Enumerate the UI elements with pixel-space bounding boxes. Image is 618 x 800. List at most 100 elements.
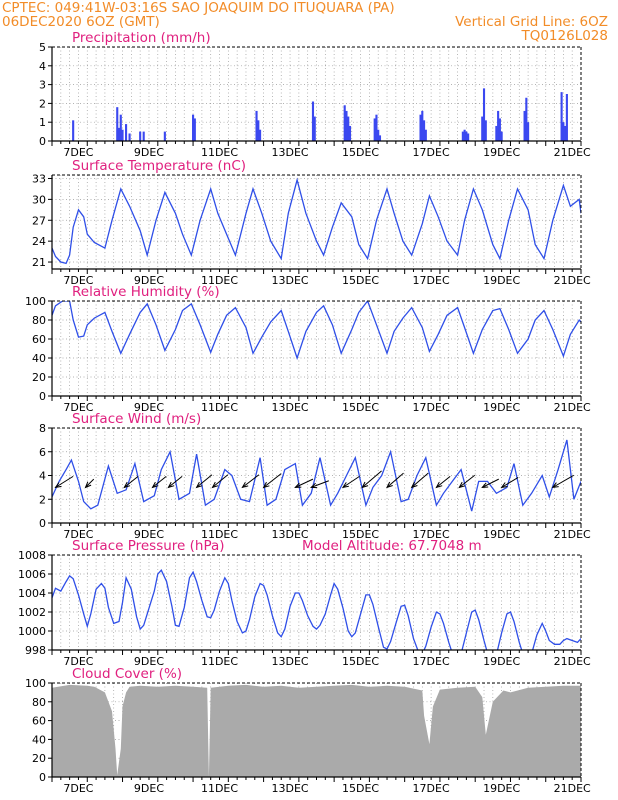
y-tick-label: 60 [32, 715, 46, 728]
wind-vector [482, 478, 499, 488]
x-tick-label: 17DEC [413, 528, 450, 541]
y-tick-label: 998 [25, 644, 46, 657]
x-tick-label: 9DEC [134, 146, 164, 159]
y-tick-label: 40 [32, 733, 46, 746]
precip-bar [378, 135, 382, 141]
y-tick-label: 100 [25, 677, 46, 690]
wind-vector-head [500, 482, 508, 489]
x-tick-label: 21DEC [554, 655, 591, 668]
y-tick-label: 0 [39, 135, 46, 148]
precip-bar [562, 122, 565, 141]
precip-bar [525, 97, 528, 141]
y-tick-label: 6 [39, 446, 46, 459]
x-tick-label: 19DEC [483, 146, 520, 159]
x-tick-label: 7DEC [63, 274, 93, 287]
x-tick-label: 13DEC [271, 274, 308, 287]
precip-bar [377, 129, 380, 141]
header-run-time: 06DEC2020 6OZ (GMT) [2, 14, 160, 30]
wind-vector [152, 475, 167, 488]
y-tick-label: 40 [32, 352, 46, 365]
wind-vector-head [410, 481, 418, 489]
x-tick-label: 11DEC [201, 528, 238, 541]
precip-bar [255, 110, 258, 141]
x-tick-label: 21DEC [554, 146, 591, 159]
precip-bar [523, 110, 526, 141]
wind-vector [212, 474, 229, 488]
precip-bar [125, 124, 128, 141]
precip-bar [116, 107, 119, 141]
y-tick-label: 1006 [18, 568, 46, 581]
precip-bar [419, 114, 422, 141]
wind-vector [501, 477, 519, 488]
precip-bar [121, 129, 124, 141]
y-tick-label: 0 [39, 517, 46, 530]
x-tick-label: 15DEC [342, 655, 379, 668]
wind-vector-head [361, 481, 369, 489]
series-line-wind [52, 439, 581, 512]
precip-bar [117, 127, 121, 141]
x-tick-label: 9DEC [134, 655, 164, 668]
panel-temperature: 21 24 27 30 33 7DEC 9DEC 11DEC 13DEC 15DEC 17DEC 19… [32, 158, 591, 287]
wind-vector-head [241, 481, 249, 489]
x-tick-label: 13DEC [271, 146, 308, 159]
header-model-id: TQ0126L028 [520, 28, 608, 44]
y-tick-label: 0 [39, 390, 46, 403]
header-grid-line-note: Vertical Grid Line: 6OZ [455, 14, 608, 30]
x-tick-label: 7DEC [63, 782, 93, 795]
x-tick-label: 21DEC [554, 782, 591, 795]
precip-bar [481, 116, 484, 141]
x-tick-label: 7DEC [63, 401, 93, 414]
y-tick-label: 4 [39, 60, 46, 73]
x-tick-label: 7DEC [63, 655, 93, 668]
panel-title-wind: Surface Wind (m/s) [72, 411, 201, 427]
wind-vector [196, 474, 213, 488]
x-tick-label: 13DEC [271, 782, 308, 795]
x-tick-label: 11DEC [201, 274, 238, 287]
wind-vector [411, 472, 429, 488]
wind-vector [85, 478, 95, 488]
wind-vector-head [309, 482, 318, 489]
panel-pressure: 998 1000 1002 1004 1006 1008 7DEC 9DEC 11DEC 13DE… [18, 538, 591, 668]
precip-bar [424, 129, 427, 141]
y-tick-label: 60 [32, 333, 46, 346]
y-tick-label: 30 [32, 193, 46, 206]
y-tick-label: 100 [25, 295, 46, 308]
wind-vector [123, 475, 139, 488]
precip-bar [482, 88, 486, 141]
precip-bar [139, 131, 142, 141]
x-tick-label: 13DEC [271, 655, 308, 668]
wind-vector-head [84, 481, 92, 489]
wind-vector-head [195, 481, 203, 489]
wind-vector [459, 474, 476, 488]
wind-vector [342, 475, 360, 488]
wind-vector-head [341, 482, 349, 489]
y-tick-label: 2 [39, 97, 46, 110]
precip-bar [423, 120, 426, 141]
x-tick-label: 17DEC [413, 146, 450, 159]
precip-bar [345, 110, 348, 141]
precip-bar [347, 116, 350, 141]
precip-bar [142, 131, 145, 141]
precip-bar [257, 120, 260, 141]
precip-bar [564, 125, 567, 141]
x-tick-label: 11DEC [201, 146, 238, 159]
wind-vector-head [458, 481, 466, 489]
y-tick-label: 80 [32, 314, 46, 327]
x-tick-label: 15DEC [342, 528, 379, 541]
precip-bar [128, 133, 131, 141]
y-tick-label: 27 [32, 214, 46, 227]
y-tick-label: 4 [39, 470, 46, 483]
x-tick-label: 19DEC [483, 274, 520, 287]
x-tick-label: 15DEC [342, 782, 379, 795]
precip-bar [311, 101, 315, 141]
x-tick-label: 7DEC [63, 146, 93, 159]
x-tick-label: 9DEC [134, 274, 164, 287]
wind-vector-head [262, 481, 270, 489]
x-tick-label: 15DEC [342, 274, 379, 287]
x-tick-label: 17DEC [413, 274, 450, 287]
wind-vector [263, 473, 282, 488]
x-tick-label: 19DEC [483, 401, 520, 414]
x-tick-label: 19DEC [483, 528, 520, 541]
precip-bar [259, 129, 262, 141]
y-tick-label: 1002 [18, 606, 46, 619]
